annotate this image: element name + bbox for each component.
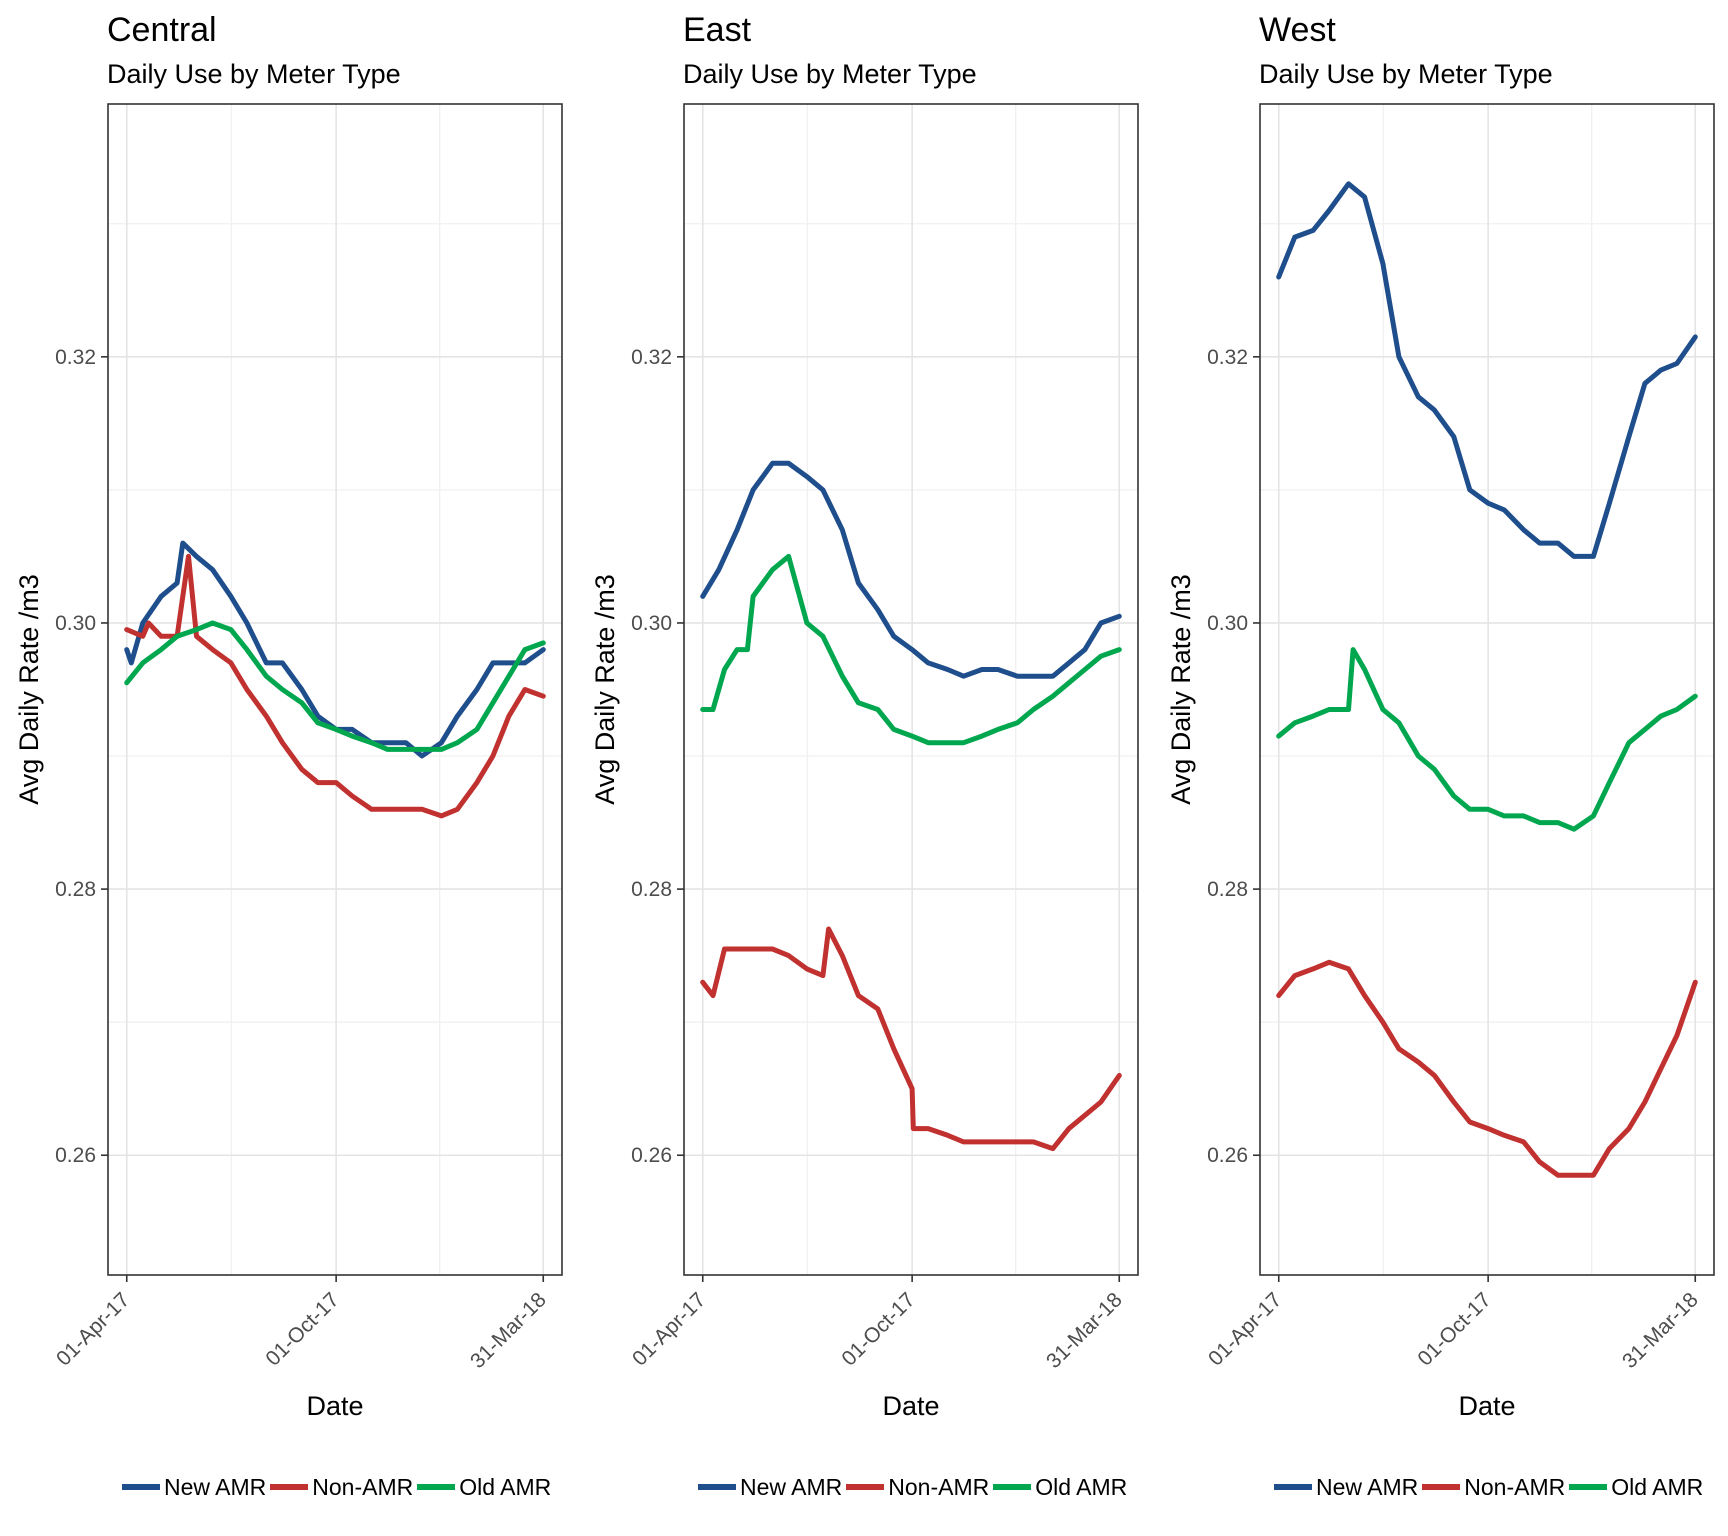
legend-item: Non-AMR	[270, 1474, 413, 1500]
y-tick-label: 0.30	[55, 612, 96, 635]
x-axis-label: Date	[306, 1391, 363, 1421]
y-axis-label: Avg Daily Rate /m3	[590, 574, 620, 805]
legend-item: Non-AMR	[846, 1474, 989, 1500]
chart-subtitle: Daily Use by Meter Type	[1259, 59, 1553, 89]
x-axis-label: Date	[882, 1391, 939, 1421]
chart-panel-west: West Daily Use by Meter Type 0.26 0.28 0.3…	[1152, 0, 1728, 1536]
y-tick-label: 0.26	[631, 1144, 672, 1167]
x-tick-label: 01-Oct-17	[1413, 1288, 1495, 1370]
legend-item: New AMR	[698, 1474, 842, 1500]
series-line-non-amr	[1276, 959, 1698, 1178]
y-tick-label: 0.32	[631, 346, 672, 369]
x-tick-label: 01-Apr-17	[628, 1288, 710, 1370]
legend-label: Non-AMR	[312, 1474, 414, 1500]
legend-key	[1569, 1484, 1608, 1490]
chart-subtitle: Daily Use by Meter Type	[683, 59, 977, 89]
y-axis-label: Avg Daily Rate /m3	[1166, 574, 1196, 805]
series-line-new-amr	[700, 460, 1122, 679]
y-tick-label: 0.28	[1207, 878, 1248, 901]
legend-label: New AMR	[164, 1474, 267, 1500]
series-line-non-amr	[124, 553, 546, 819]
x-tick-label: 31-Mar-18	[466, 1288, 551, 1373]
plot-background	[108, 104, 562, 1275]
series-line-old-amr	[1276, 647, 1698, 832]
legend-item: Old AMR	[993, 1474, 1127, 1500]
y-tick-label: 0.28	[631, 878, 672, 901]
legend-label: Non-AMR	[1464, 1474, 1566, 1500]
chart-panel-central: Central Daily Use by Meter Type 0.26 0.28…	[0, 0, 576, 1536]
legend-key	[846, 1484, 885, 1490]
legend-item: New AMR	[1274, 1474, 1418, 1500]
y-tick-label: 0.28	[55, 878, 96, 901]
plot-background	[1260, 104, 1714, 1275]
legend: New AMR Non-AMR Old AMR	[122, 1474, 555, 1500]
chart-subtitle: Daily Use by Meter Type	[107, 59, 401, 89]
legend-item: New AMR	[122, 1474, 266, 1500]
legend-item: Old AMR	[417, 1474, 551, 1500]
y-tick-label: 0.30	[1207, 612, 1248, 635]
legend-key	[698, 1484, 736, 1490]
x-axis-label: Date	[1458, 1391, 1515, 1421]
x-tick-label: 01-Oct-17	[837, 1288, 919, 1370]
x-tick-label: 01-Oct-17	[261, 1288, 343, 1370]
series-line-new-amr	[1276, 181, 1698, 559]
legend-key	[417, 1484, 456, 1490]
x-tick-label: 01-Apr-17	[1204, 1288, 1286, 1370]
plot-border	[1259, 103, 1715, 1276]
chart-svg: 0.26 0.28 0.30 0.32 01-Apr-17 01-Oct-17 31-Mar…	[1166, 103, 1715, 1421]
y-tick-label: 0.32	[1207, 346, 1248, 369]
series-line-non-amr	[700, 926, 1122, 1152]
x-tick-label: 31-Mar-18	[1618, 1288, 1703, 1373]
legend-label: Old AMR	[1035, 1474, 1128, 1500]
x-tick-label: 31-Mar-18	[1042, 1288, 1127, 1373]
chart-title: Central	[107, 11, 217, 49]
series-line-old-amr	[700, 553, 1122, 746]
legend-key	[122, 1484, 160, 1490]
plot-border	[683, 103, 1139, 1276]
legend-key	[1274, 1484, 1312, 1490]
legend-key	[270, 1484, 309, 1490]
legend-label: Non-AMR	[888, 1474, 990, 1500]
series-line-old-amr	[124, 620, 546, 752]
legend: New AMR Non-AMR Old AMR	[1274, 1474, 1707, 1500]
legend-key	[1422, 1484, 1461, 1490]
series-line-new-amr	[124, 540, 546, 759]
legend-key	[993, 1484, 1032, 1490]
y-tick-label: 0.30	[631, 612, 672, 635]
chart-svg: 0.26 0.28 0.30 0.32 01-Apr-17 01-Oct-17 31-Mar…	[590, 103, 1139, 1421]
legend-label: New AMR	[740, 1474, 843, 1500]
plot-border	[107, 103, 563, 1276]
y-tick-label: 0.26	[1207, 1144, 1248, 1167]
chart-title: East	[683, 11, 752, 49]
chart-svg: 0.26 0.28 0.30 0.32 01-Apr-17 01-Oct-17 31-Mar…	[14, 103, 563, 1421]
y-axis-label: Avg Daily Rate /m3	[14, 574, 44, 805]
chart-title: West	[1259, 11, 1336, 49]
legend-label: Old AMR	[459, 1474, 552, 1500]
legend-label: New AMR	[1316, 1474, 1419, 1500]
legend-item: Non-AMR	[1422, 1474, 1565, 1500]
chart-panel-east: East Daily Use by Meter Type 0.26 0.28 0.3…	[576, 0, 1152, 1536]
legend-label: Old AMR	[1611, 1474, 1704, 1500]
x-tick-label: 01-Apr-17	[52, 1288, 134, 1370]
y-tick-label: 0.26	[55, 1144, 96, 1167]
y-tick-label: 0.32	[55, 346, 96, 369]
legend-item: Old AMR	[1569, 1474, 1703, 1500]
legend: New AMR Non-AMR Old AMR	[698, 1474, 1131, 1500]
